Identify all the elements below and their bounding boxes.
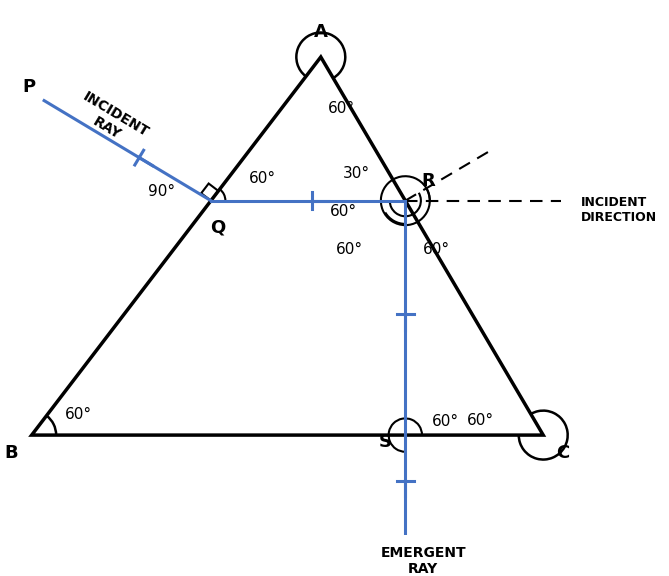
Text: B: B [5, 444, 18, 462]
Text: 60°: 60° [328, 101, 355, 116]
Text: R: R [421, 172, 435, 190]
Text: 60°: 60° [432, 414, 459, 429]
Text: INCIDENT
RAY: INCIDENT RAY [72, 89, 151, 154]
Text: 60°: 60° [467, 414, 494, 429]
Text: 90°: 90° [149, 184, 175, 199]
Text: P: P [22, 78, 35, 96]
Text: 60°: 60° [65, 407, 92, 422]
Text: A: A [314, 24, 328, 41]
Text: 30°: 30° [343, 166, 370, 181]
Text: C: C [557, 444, 570, 462]
Text: EMERGENT
RAY: EMERGENT RAY [380, 546, 466, 576]
Text: INCIDENT
DIRECTION: INCIDENT DIRECTION [581, 196, 657, 223]
Text: 60°: 60° [336, 242, 363, 257]
Text: 60°: 60° [423, 242, 450, 257]
Text: S: S [379, 433, 392, 451]
Text: 60°: 60° [249, 171, 276, 186]
Text: 60°: 60° [330, 204, 357, 219]
Text: Q: Q [210, 218, 225, 237]
